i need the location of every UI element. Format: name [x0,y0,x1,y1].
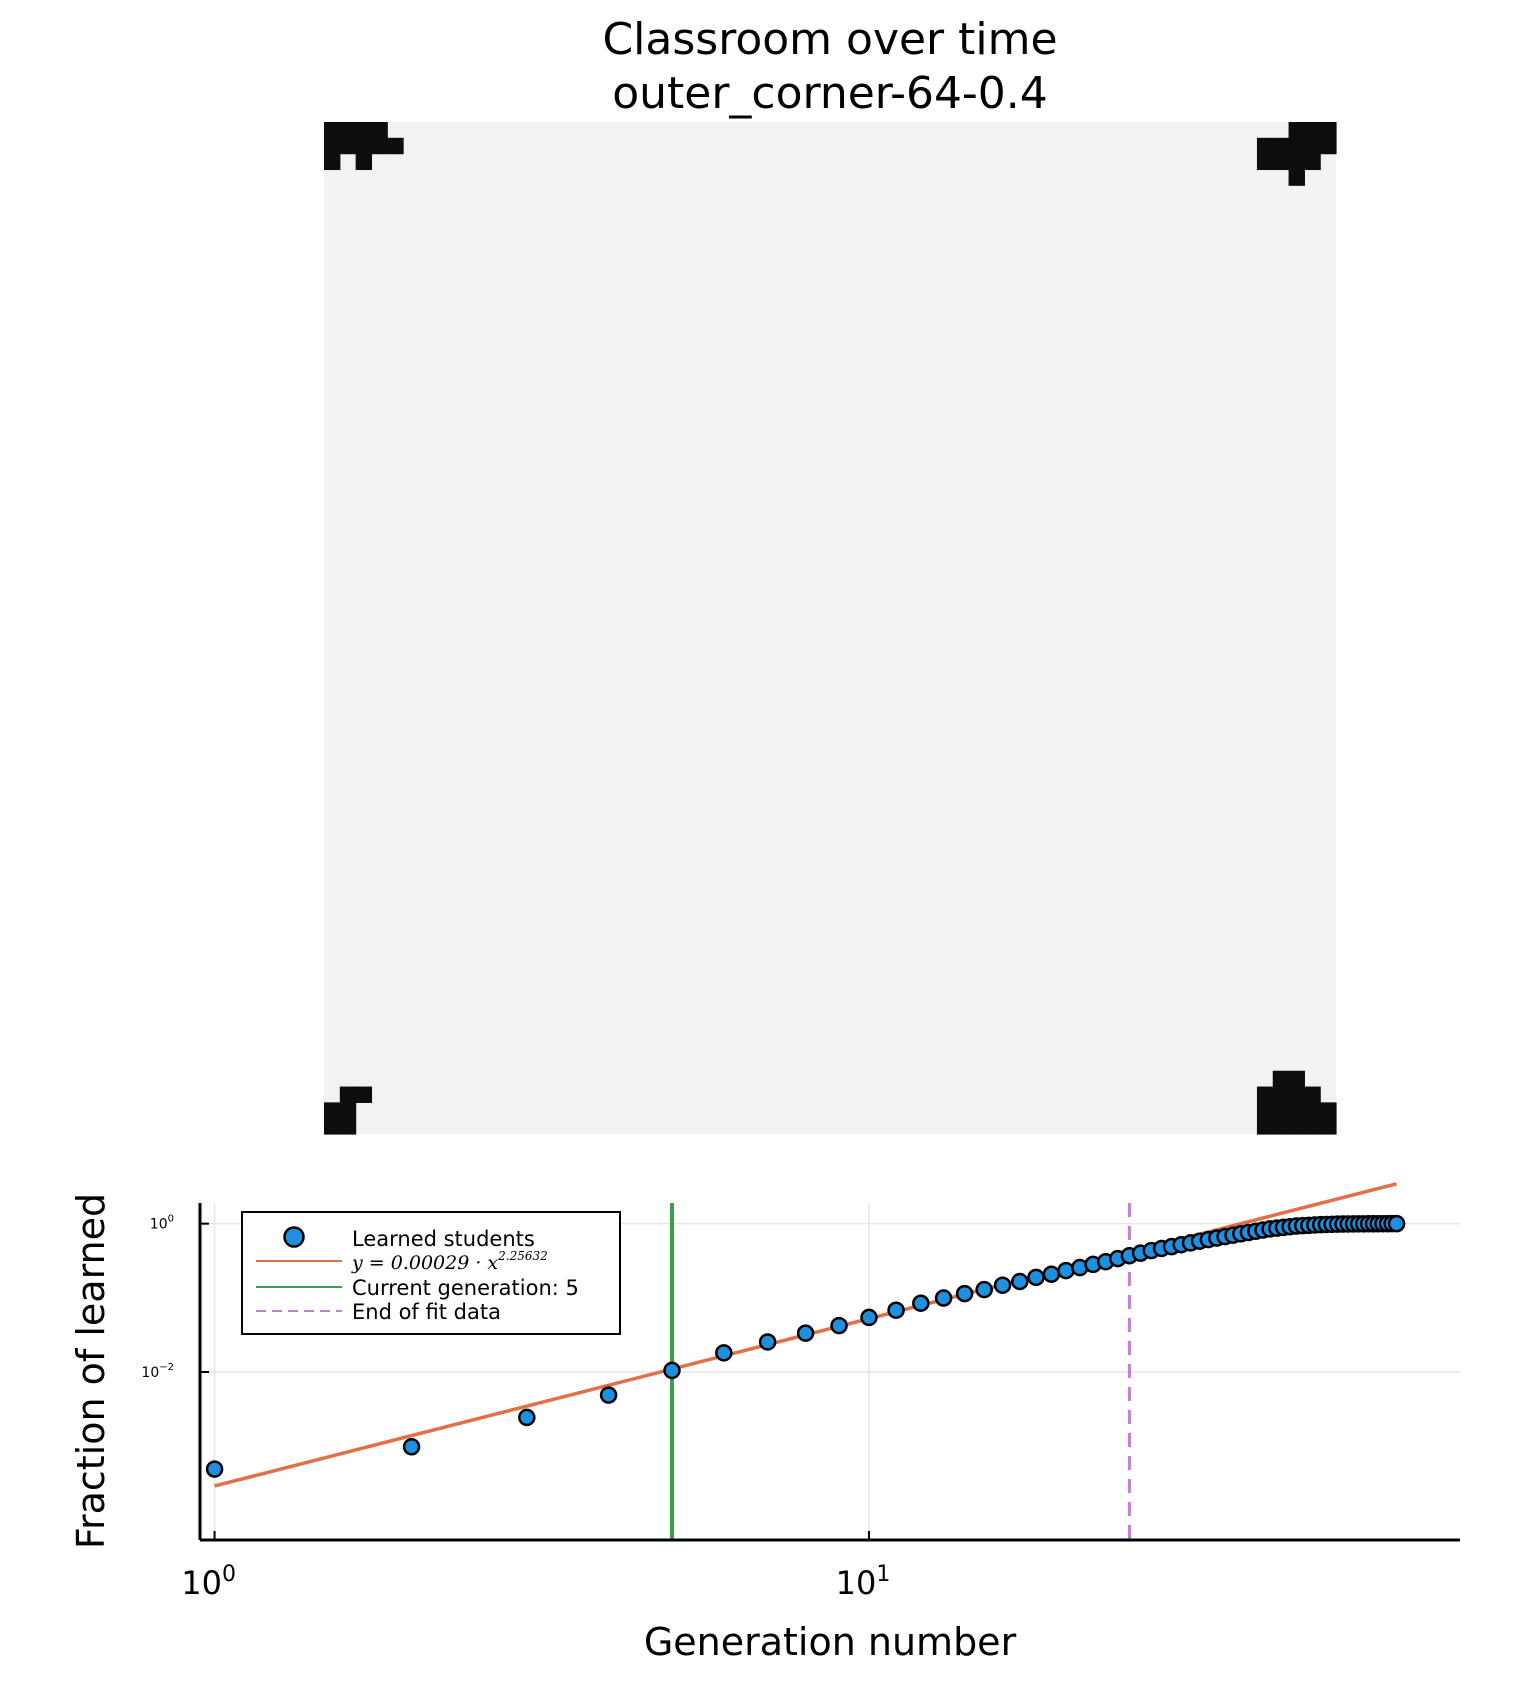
chart-title: Classroom over time [602,14,1057,65]
data-point [1027,1268,1045,1287]
learned-cell [1320,1102,1337,1119]
learned-cell [1288,1118,1305,1135]
data-point [830,1316,848,1335]
axis-ticks: 100 101 100 10−2 [141,1214,890,1602]
data-point [1042,1265,1061,1283]
learned-cell [1304,1086,1321,1103]
learning-plot: 100 101 100 10−2 Generation number Fraction… [69,1182,1460,1664]
data-point [758,1333,777,1351]
learned-cell [1304,1118,1321,1135]
data-point [955,1284,974,1303]
learned-cell [1272,137,1290,155]
learned-cell [1320,122,1337,139]
legend-marker-learned [283,1226,305,1248]
legend: Learned students y = 0.00029 · x2.25632 … [241,1211,621,1335]
x-tick-label: 101 [836,1562,891,1602]
data-point [993,1276,1012,1294]
legend-label-fit: y = 0.00029 · x2.25632 [351,1249,548,1274]
learned-cell [324,1102,341,1119]
data-point [860,1308,878,1327]
data-point [796,1324,815,1342]
learned-cell [1288,1086,1305,1103]
learned-cells [324,122,1337,1135]
learned-cell [339,1086,357,1103]
learned-cell [1288,137,1305,155]
data-point [663,1361,681,1380]
scatter-points [205,1214,1406,1478]
learned-cell [339,137,357,155]
data-point [1011,1272,1029,1291]
learned-cell [1256,1086,1274,1103]
legend-label-learned: Learned students [352,1227,535,1251]
learned-cell [1256,1118,1274,1135]
data-point [518,1408,536,1427]
legend-box [241,1211,621,1335]
learned-cell [1288,1070,1305,1088]
y-axis-label: Fraction of learned [69,1193,113,1549]
learned-cell [1272,1086,1290,1103]
learned-cell [1320,1118,1337,1135]
learned-cell [339,1118,357,1135]
learned-cell [1272,1070,1290,1088]
data-point [205,1460,224,1478]
data-point [934,1289,953,1307]
learned-cell [1272,1118,1290,1135]
y-tick-label: 100 [150,1214,174,1233]
learned-cell [1272,153,1290,171]
learned-cell [1304,122,1321,139]
learned-cell [1256,1102,1274,1119]
learned-cell [371,122,388,139]
learned-cell [1272,1102,1290,1119]
data-point [1387,1214,1406,1233]
x-tick-label: 100 [181,1562,236,1602]
classroom-grid [324,122,1337,1135]
data-point [887,1301,905,1319]
learned-cell [371,137,388,155]
y-tick-label: 10−2 [141,1362,174,1381]
x-axis-label: Generation number [644,1620,1017,1664]
fit-formula-exponent: 2.25632 [497,1249,548,1263]
data-point [1057,1261,1075,1280]
learned-cell [1256,137,1274,155]
learned-cell [324,137,341,155]
data-point [912,1294,930,1312]
learned-cell [1288,153,1305,171]
learned-cell [324,122,341,139]
legend-label-endfit: End of fit data [352,1300,501,1324]
fit-formula-lhs: y = 0.00029 · x [351,1252,498,1274]
data-point [599,1386,618,1404]
learned-cell [355,153,373,171]
learned-cell [324,1118,341,1135]
data-point [975,1280,993,1299]
learned-cell [355,122,373,139]
learned-cell [1304,1102,1321,1119]
learned-cell [355,1086,373,1103]
learned-cell [1288,122,1305,139]
classroom-background [324,122,1336,1134]
learned-cell [387,137,404,155]
learned-cell [355,137,373,155]
learned-cell [1288,1102,1305,1119]
learned-cell [1304,137,1321,155]
learned-cell [339,122,357,139]
data-point [402,1438,421,1456]
legend-label-current: Current generation: 5 [352,1276,579,1300]
learned-cell [339,1102,357,1119]
learned-cell [1304,153,1321,171]
learned-cell [1256,153,1274,171]
data-point [715,1344,733,1362]
learned-cell [324,153,341,171]
learned-cell [1320,137,1337,155]
learned-cell [1288,169,1305,186]
chart-subtitle: outer_corner-64-0.4 [612,68,1048,119]
